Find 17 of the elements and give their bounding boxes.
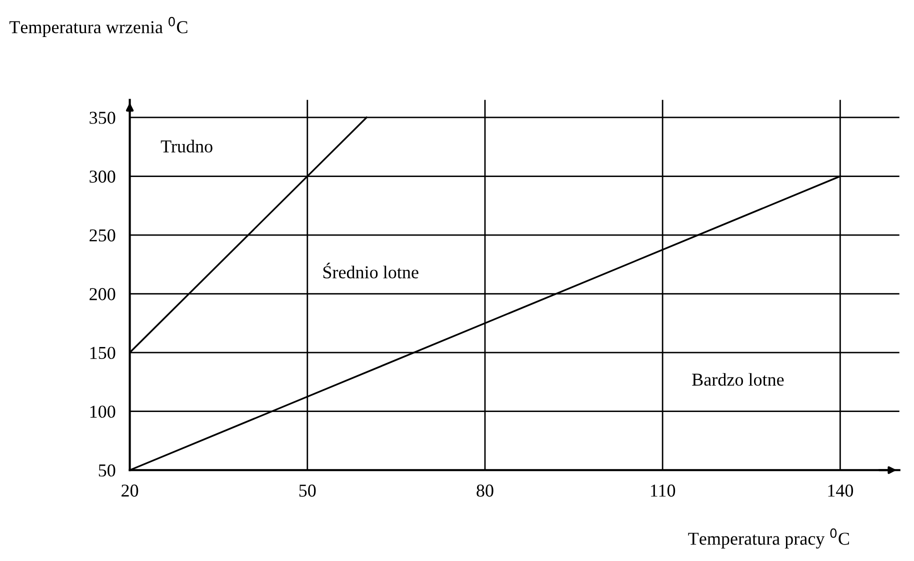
y-tick-label: 350	[90, 112, 116, 124]
annotation: Bardzo lotne	[692, 373, 784, 386]
x-axis-title: Temperatura pracy $^{0}$C	[688, 528, 849, 549]
y-tick-label: 250	[90, 229, 116, 242]
annotation: Średnio lotne	[323, 262, 418, 278]
x-tick-label: 20	[122, 484, 138, 497]
y-tick-label: 300	[90, 170, 116, 183]
y-tick-label: 50	[98, 464, 116, 477]
y-tick-label: 150	[90, 346, 116, 360]
y-tick-label: 100	[90, 406, 116, 418]
x-tick-label: 80	[476, 484, 494, 497]
x-tick-label: 50	[299, 484, 316, 497]
annotation: Trudno	[160, 140, 212, 153]
x-tick-label: 110	[650, 484, 676, 497]
x-tick-label: 140	[828, 484, 854, 497]
y-tick-label: 200	[90, 288, 116, 300]
y-axis-title: Temperatura wrzenia $^{0}$C	[9, 16, 188, 37]
